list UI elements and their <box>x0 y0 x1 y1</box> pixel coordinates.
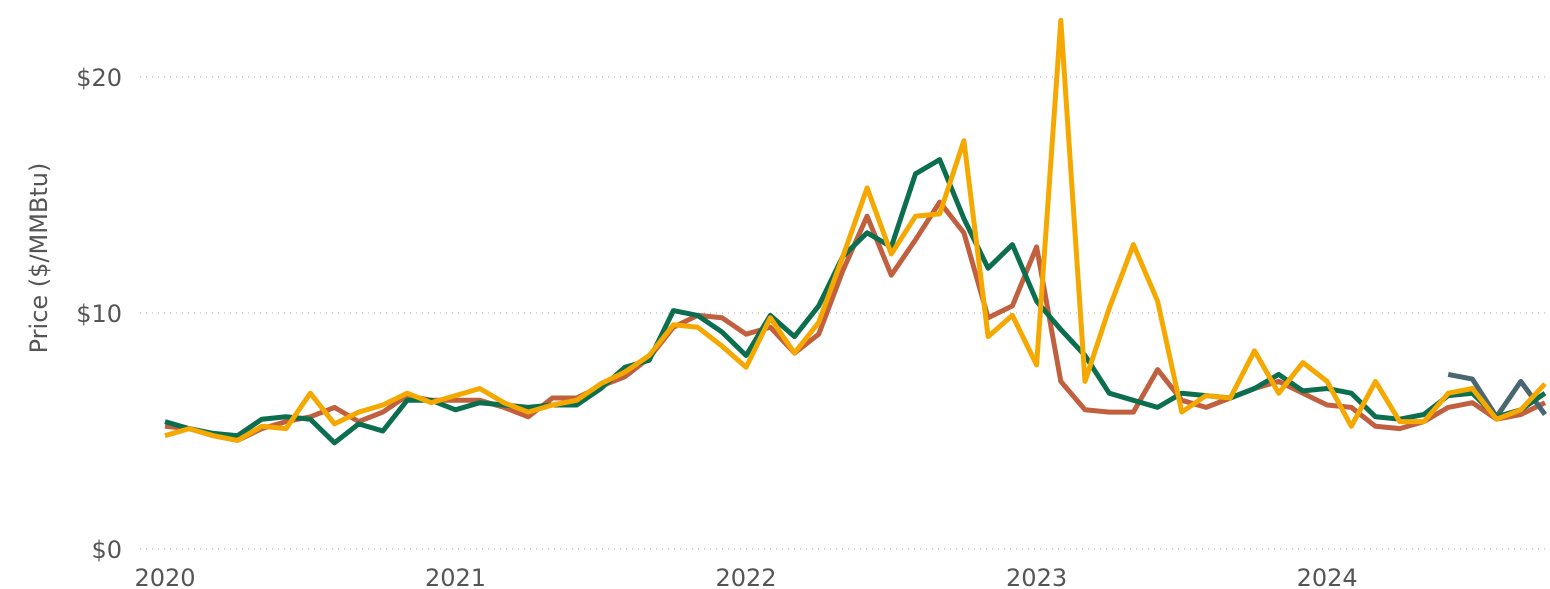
x-tick-label: 2024 <box>1297 564 1358 589</box>
y-tick-label: $20 <box>76 64 122 92</box>
series-line <box>164 157 1547 446</box>
x-tick-label: 2023 <box>1006 564 1067 589</box>
x-tick-label: 2022 <box>716 564 777 589</box>
y-axis-label: Price ($/MMBtu) <box>25 163 53 354</box>
x-tick-label: 2021 <box>425 564 486 589</box>
y-tick-label: $10 <box>76 300 122 328</box>
x-tick-label: 2020 <box>134 564 195 589</box>
y-tick-label: $0 <box>91 536 122 564</box>
series-line <box>164 17 1547 443</box>
